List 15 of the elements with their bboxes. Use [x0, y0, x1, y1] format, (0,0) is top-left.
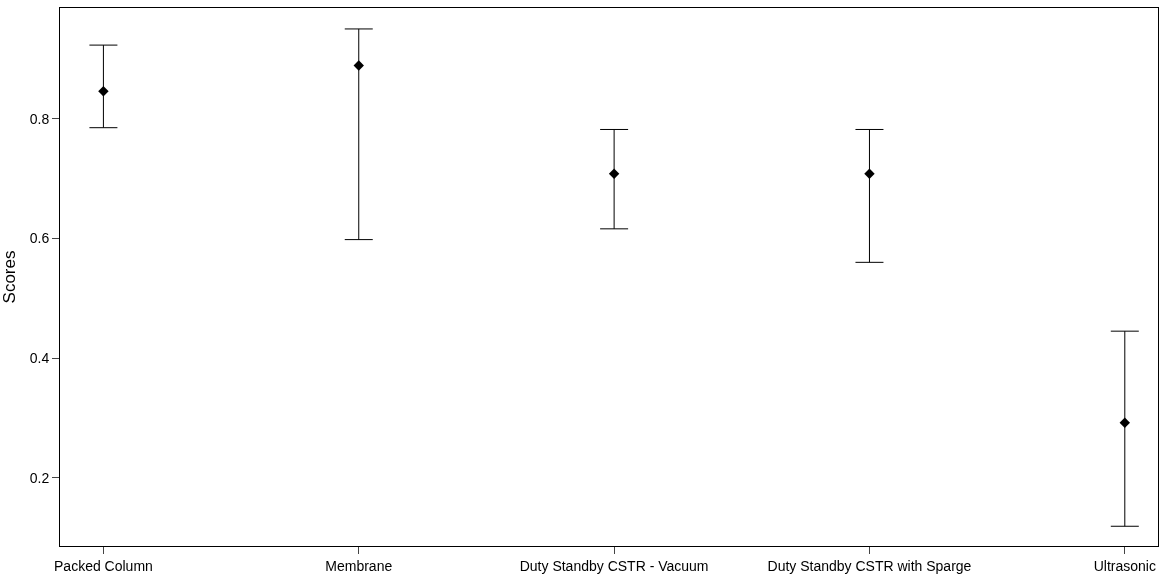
x-tick-label: Duty Standby CSTR with Sparge	[767, 557, 972, 574]
y-axis-title: Scores	[0, 250, 19, 304]
point	[353, 60, 364, 71]
x-tick-label: Packed Column	[54, 557, 153, 574]
point	[98, 85, 109, 97]
point	[864, 168, 875, 179]
x-tick-label: Ultrasonic	[1093, 557, 1156, 574]
y-tick-label: 0.4	[29, 349, 50, 366]
x-tick-label: Duty Standby CSTR - Vacuum	[519, 557, 709, 574]
y-tick-label: 0.8	[29, 110, 50, 127]
y-tick-label: 0.2	[29, 469, 50, 486]
point	[608, 168, 620, 179]
x-tick-label: Membrane	[325, 557, 393, 574]
y-tick-label: 0.6	[29, 230, 50, 247]
point	[1119, 417, 1130, 428]
